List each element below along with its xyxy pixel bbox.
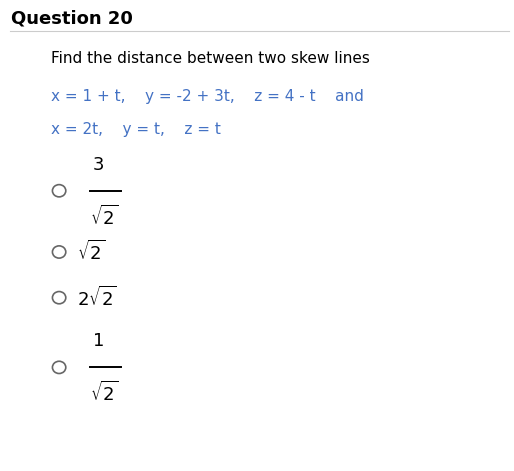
Text: x = 2t,    y = t,    z = t: x = 2t, y = t, z = t — [51, 122, 221, 137]
Text: $\sqrt{2}$: $\sqrt{2}$ — [90, 381, 118, 406]
Text: 3: 3 — [93, 156, 104, 174]
Text: x = 1 + t,    y = -2 + 3t,    z = 4 - t    and: x = 1 + t, y = -2 + 3t, z = 4 - t and — [51, 89, 364, 104]
Text: Find the distance between two skew lines: Find the distance between two skew lines — [51, 51, 370, 66]
Text: $\sqrt{2}$: $\sqrt{2}$ — [77, 240, 105, 264]
Text: $\sqrt{2}$: $\sqrt{2}$ — [90, 204, 118, 229]
Text: Question 20: Question 20 — [11, 10, 133, 28]
Text: 1: 1 — [93, 333, 104, 350]
Text: $2\sqrt{2}$: $2\sqrt{2}$ — [77, 285, 117, 310]
